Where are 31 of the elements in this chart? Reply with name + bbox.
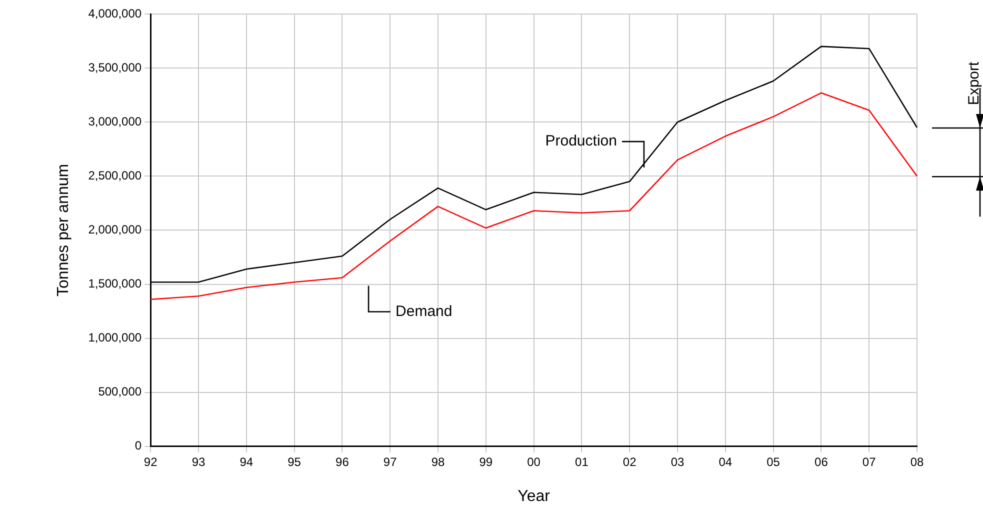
x-tick-label: 95	[288, 454, 302, 469]
text: Export	[966, 61, 983, 106]
x-tick-label: 00	[527, 454, 541, 469]
x-tick-label: 99	[479, 454, 493, 469]
x-axis-title: Year	[518, 488, 551, 505]
x-tick-label: 07	[862, 454, 876, 469]
y-tick-label: 3,500,000	[88, 60, 142, 74]
y-tick-label: 0	[134, 438, 142, 453]
x-tick-label: 97	[383, 454, 398, 469]
y-axis-title: Tonnes per annum	[55, 164, 72, 296]
x-tick-label: 93	[192, 454, 206, 469]
series-label: Production	[545, 132, 617, 150]
x-tick-label: 94	[240, 454, 254, 469]
y-tick-label: 3,000,000	[88, 114, 142, 128]
x-tick-label: 08	[910, 454, 924, 469]
x-tick-label: 05	[766, 454, 780, 469]
x-tick-label: 92	[144, 454, 158, 469]
x-tick-label: 01	[575, 454, 589, 469]
x-tick-label: 02	[622, 454, 637, 469]
y-tick-label: 500,000	[98, 384, 142, 399]
y-tick-label: 4,000,000	[88, 6, 142, 20]
x-tick-label: 06	[814, 454, 828, 469]
y-tick-label: 1,500,000	[88, 276, 142, 291]
y-tick-label: 2,000,000	[88, 222, 142, 237]
x-tick-label: 96	[336, 454, 350, 469]
x-tick-label: 03	[670, 454, 684, 469]
x-tick-label: 04	[718, 454, 732, 469]
x-tick-label: 98	[431, 454, 445, 469]
y-tick-label: 2,500,000	[88, 168, 142, 182]
y-tick-label: 1,000,000	[88, 330, 142, 345]
text: Demand	[396, 302, 452, 320]
